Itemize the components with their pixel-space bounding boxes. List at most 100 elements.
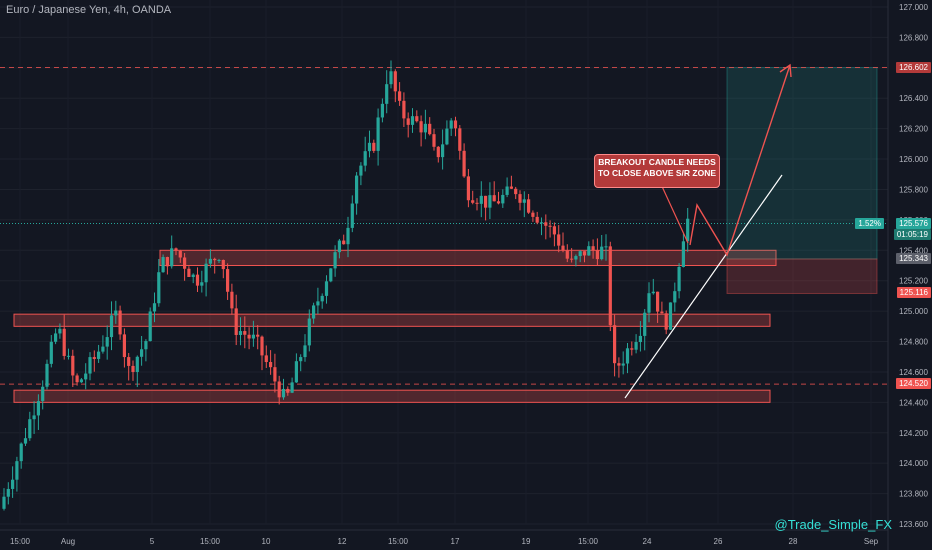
candle [213,257,217,274]
candle [613,314,617,377]
candle [49,335,53,368]
arrow-head [779,63,792,78]
target-price-label: 126.602 [896,61,931,73]
candle [221,259,225,279]
candle [458,125,462,160]
candle [247,327,251,350]
candle [367,130,372,158]
candle [514,186,518,200]
y-tick-label: 126.200 [899,125,928,134]
annotation-pointer [659,181,689,244]
y-tick-label: 126.000 [899,155,928,164]
candle [105,325,109,360]
candle [574,254,578,267]
x-tick-label: 15:00 [388,537,409,546]
candle [187,266,191,278]
candle [355,172,359,215]
candle [303,334,307,362]
candle [312,302,316,324]
candle [23,427,28,446]
candle [127,353,131,381]
candle [492,181,496,202]
candle [15,456,19,492]
breakout-annotation: BREAKOUT CANDLE NEEDS TO CLOSE ABOVE S/R… [594,154,720,188]
candle [200,270,204,293]
candle [617,357,621,378]
percent-change-label: 1.52% [855,217,884,229]
candle [647,282,651,323]
candle [2,488,6,511]
x-tick-label: 28 [789,537,798,546]
candle [638,321,642,352]
candle [673,282,677,312]
candle [656,291,660,323]
candle [625,343,630,374]
support-trendline [624,174,783,399]
candle [535,211,539,225]
candle [28,411,32,441]
candle [466,168,470,208]
candle [6,482,10,505]
candle [419,115,423,147]
candle [651,278,655,295]
candle [148,307,152,342]
candle [475,198,479,211]
candle [548,220,552,238]
candle [432,128,436,151]
candle [462,143,466,178]
y-tick-label: 124.000 [899,459,928,468]
candle [264,345,268,368]
candle [501,189,505,208]
candle [428,117,432,136]
candle [415,110,419,123]
candle [552,222,556,247]
candle [389,60,393,89]
candle [290,377,294,394]
y-tick-label: 123.600 [899,520,928,529]
x-tick-label: 17 [451,537,460,546]
candle [346,216,350,258]
y-tick-label: 127.000 [899,3,928,12]
candle [587,241,591,256]
candle [436,146,440,163]
candle [230,283,234,315]
candle [238,317,243,346]
candle [191,273,195,284]
y-tick-label: 125.200 [899,277,928,286]
candle [496,191,501,205]
candle [152,292,157,323]
y-tick-label: 124.600 [899,368,928,377]
x-tick-label: Sep [864,537,879,546]
candle [273,353,277,393]
candle [217,258,221,263]
stop-area [726,258,878,294]
y-tick-label: 124.200 [899,429,928,438]
candle [398,82,402,106]
candle [97,344,101,363]
candle [372,139,376,153]
candle [664,310,668,335]
candle [122,328,126,368]
candle [281,378,286,400]
candle [161,254,165,273]
candle [582,251,587,263]
y-tick-label: 126.800 [899,33,928,42]
candle [131,360,135,381]
candle [342,234,346,245]
middle-sr-zone [13,313,771,327]
candle [316,287,320,315]
y-tick-label: 124.400 [899,398,928,407]
candle [170,235,174,269]
candle [350,195,354,233]
candle [251,320,255,347]
candle [36,394,40,430]
candle [84,363,88,390]
candle [256,325,260,350]
candle [62,314,66,360]
candle [591,239,595,259]
candle [643,309,647,351]
trend-lines [624,63,792,399]
candle [58,323,62,339]
candle [41,380,45,410]
